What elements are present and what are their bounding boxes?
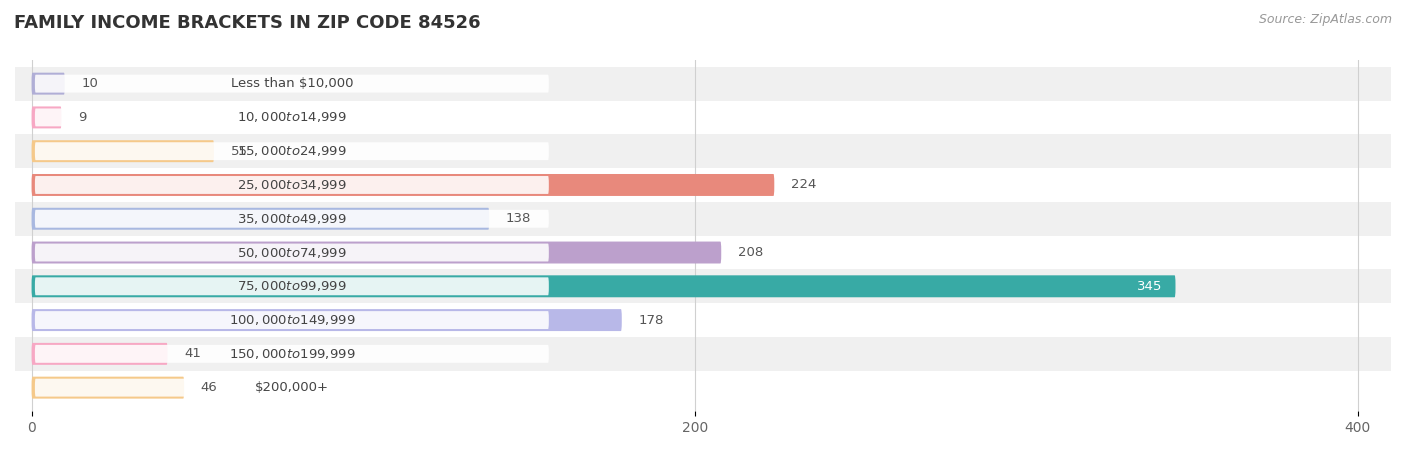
FancyBboxPatch shape — [35, 108, 548, 126]
Text: $150,000 to $199,999: $150,000 to $199,999 — [229, 347, 356, 361]
Text: $200,000+: $200,000+ — [254, 381, 329, 394]
Text: Less than $10,000: Less than $10,000 — [231, 77, 353, 90]
FancyBboxPatch shape — [35, 243, 548, 261]
FancyBboxPatch shape — [31, 72, 65, 94]
FancyBboxPatch shape — [15, 67, 1391, 100]
FancyBboxPatch shape — [31, 377, 184, 399]
Text: Source: ZipAtlas.com: Source: ZipAtlas.com — [1258, 14, 1392, 27]
FancyBboxPatch shape — [35, 277, 548, 295]
FancyBboxPatch shape — [31, 275, 1175, 297]
FancyBboxPatch shape — [31, 343, 167, 365]
FancyBboxPatch shape — [31, 107, 62, 128]
FancyBboxPatch shape — [35, 210, 548, 228]
Text: 138: 138 — [506, 212, 531, 225]
Text: 10: 10 — [82, 77, 98, 90]
FancyBboxPatch shape — [35, 142, 548, 160]
Text: 224: 224 — [790, 179, 817, 191]
FancyBboxPatch shape — [15, 100, 1391, 134]
FancyBboxPatch shape — [35, 345, 548, 363]
FancyBboxPatch shape — [35, 75, 548, 93]
Text: 345: 345 — [1137, 280, 1163, 293]
Text: $100,000 to $149,999: $100,000 to $149,999 — [229, 313, 356, 327]
Text: FAMILY INCOME BRACKETS IN ZIP CODE 84526: FAMILY INCOME BRACKETS IN ZIP CODE 84526 — [14, 14, 481, 32]
Text: $50,000 to $74,999: $50,000 to $74,999 — [238, 246, 347, 260]
Text: 41: 41 — [184, 347, 201, 360]
FancyBboxPatch shape — [15, 303, 1391, 337]
FancyBboxPatch shape — [35, 176, 548, 194]
Text: 9: 9 — [77, 111, 86, 124]
Text: $25,000 to $34,999: $25,000 to $34,999 — [238, 178, 347, 192]
FancyBboxPatch shape — [15, 168, 1391, 202]
FancyBboxPatch shape — [15, 270, 1391, 303]
FancyBboxPatch shape — [31, 242, 721, 264]
FancyBboxPatch shape — [15, 236, 1391, 270]
Text: $35,000 to $49,999: $35,000 to $49,999 — [238, 212, 347, 226]
FancyBboxPatch shape — [15, 371, 1391, 405]
FancyBboxPatch shape — [31, 174, 775, 196]
Text: $10,000 to $14,999: $10,000 to $14,999 — [238, 110, 347, 124]
FancyBboxPatch shape — [15, 337, 1391, 371]
Text: 178: 178 — [638, 314, 664, 327]
FancyBboxPatch shape — [35, 379, 548, 396]
FancyBboxPatch shape — [15, 202, 1391, 236]
Text: $15,000 to $24,999: $15,000 to $24,999 — [238, 144, 347, 158]
Text: 55: 55 — [231, 145, 247, 158]
FancyBboxPatch shape — [31, 140, 214, 162]
Text: 208: 208 — [738, 246, 763, 259]
Text: $75,000 to $99,999: $75,000 to $99,999 — [238, 279, 347, 293]
Text: 46: 46 — [201, 381, 218, 394]
FancyBboxPatch shape — [15, 134, 1391, 168]
FancyBboxPatch shape — [31, 309, 621, 331]
FancyBboxPatch shape — [31, 208, 489, 230]
FancyBboxPatch shape — [35, 311, 548, 329]
